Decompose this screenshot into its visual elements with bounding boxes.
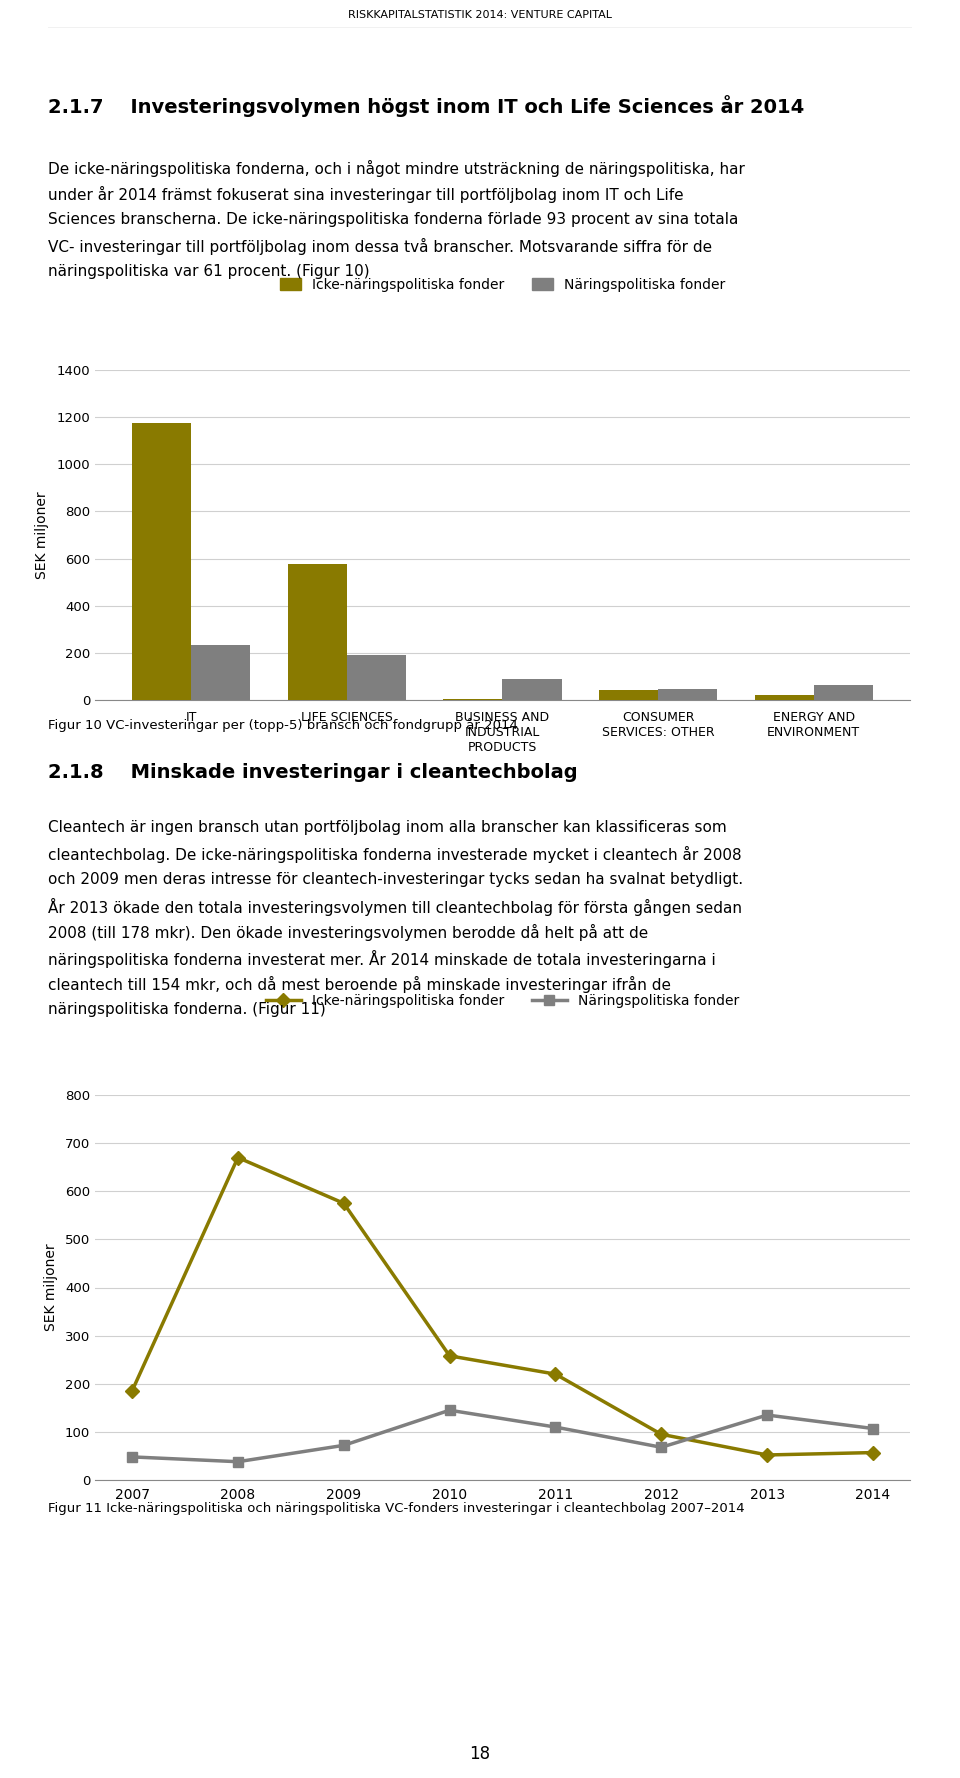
Text: 2.1.7    Investeringsvolymen högst inom IT och Life Sciences år 2014: 2.1.7 Investeringsvolymen högst inom IT … [48, 94, 804, 117]
Näringspolitiska fonder [761, 1405, 773, 1426]
Bar [191, 645, 251, 701]
Näringspolitiska fonder [127, 1446, 138, 1467]
Text: VC- investeringar till portföljbolag inom dessa två branscher. Motsvarande siffr: VC- investeringar till portföljbolag ino… [48, 238, 712, 254]
Bar [814, 685, 873, 701]
Legend: Icke-näringspolitiska fonder, Näringspolitiska fonder: Icke-näringspolitiska fonder, Näringspol… [266, 994, 739, 1008]
Text: näringspolitiska var 61 procent. (Figur 10): näringspolitiska var 61 procent. (Figur … [48, 263, 370, 279]
Bar [755, 695, 814, 701]
Text: och 2009 men deras intresse för cleantech-investeringar tycks sedan ha svalnat b: och 2009 men deras intresse för cleantec… [48, 871, 743, 887]
Icke-näringspolitiska fonder [761, 1444, 773, 1465]
Icke-näringspolitiska fonder [338, 1193, 349, 1214]
Bar [347, 656, 406, 701]
Text: cleantech till 154 mkr, och då mest beroende på minskade investeringar ifrån de: cleantech till 154 mkr, och då mest bero… [48, 976, 671, 994]
Icke-näringspolitiska fonder [550, 1364, 562, 1385]
Line: Icke-näringspolitiska fonder: Icke-näringspolitiska fonder [127, 1152, 877, 1460]
Y-axis label: SEK miljoner: SEK miljoner [44, 1243, 58, 1332]
Icke-näringspolitiska fonder [444, 1346, 455, 1367]
Line: Näringspolitiska fonder: Näringspolitiska fonder [127, 1405, 877, 1467]
Text: under år 2014 främst fokuserat sina investeringar till portföljbolag inom IT och: under år 2014 främst fokuserat sina inve… [48, 187, 684, 203]
Bar [132, 423, 191, 701]
Icke-näringspolitiska fonder [127, 1380, 138, 1401]
Bar [659, 688, 717, 701]
Legend: Icke-näringspolitiska fonder, Näringspolitiska fonder: Icke-näringspolitiska fonder, Näringspol… [280, 277, 725, 292]
Bar [288, 564, 347, 701]
Icke-näringspolitiska fonder [867, 1442, 878, 1463]
Icke-näringspolitiska fonder [656, 1424, 667, 1446]
Text: Sciences branscherna. De icke-näringspolitiska fonderna förlade 93 procent av si: Sciences branscherna. De icke-näringspol… [48, 212, 738, 228]
Näringspolitiska fonder [232, 1451, 244, 1472]
Näringspolitiska fonder [656, 1437, 667, 1458]
Text: 2008 (till 178 mkr). Den ökade investeringsvolymen berodde då helt på att de: 2008 (till 178 mkr). Den ökade investeri… [48, 925, 648, 941]
Text: RISKKAPITALSTATISTIK 2014: VENTURE CAPITAL: RISKKAPITALSTATISTIK 2014: VENTURE CAPIT… [348, 11, 612, 20]
Text: näringspolitiska fonderna. (Figur 11): näringspolitiska fonderna. (Figur 11) [48, 1003, 325, 1017]
Näringspolitiska fonder [444, 1399, 455, 1421]
Icke-näringspolitiska fonder [232, 1147, 244, 1168]
Text: 18: 18 [469, 1744, 491, 1764]
Text: näringspolitiska fonderna investerat mer. År 2014 minskade de totala investering: näringspolitiska fonderna investerat mer… [48, 949, 716, 967]
Y-axis label: SEK miljoner: SEK miljoner [36, 491, 50, 580]
Text: 2.1.8    Minskade investeringar i cleantechbolag: 2.1.8 Minskade investeringar i cleantech… [48, 763, 578, 782]
Näringspolitiska fonder [338, 1435, 349, 1456]
Text: År 2013 ökade den totala investeringsvolymen till cleantechbolag för första gång: År 2013 ökade den totala investeringsvol… [48, 898, 742, 916]
Bar [599, 690, 659, 701]
Text: Cleantech är ingen bransch utan portföljbolag inom alla branscher kan klassifice: Cleantech är ingen bransch utan portfölj… [48, 820, 727, 836]
Näringspolitiska fonder [550, 1417, 562, 1438]
Text: De icke-näringspolitiska fonderna, och i något mindre utsträckning de näringspol: De icke-näringspolitiska fonderna, och i… [48, 160, 745, 178]
Text: Figur 11 Icke-näringspolitiska och näringspolitiska VC-fonders investeringar i c: Figur 11 Icke-näringspolitiska och närin… [48, 1502, 745, 1515]
Bar [502, 679, 562, 701]
Text: cleantechbolag. De icke-näringspolitiska fonderna investerade mycket i cleantech: cleantechbolag. De icke-näringspolitiska… [48, 846, 742, 862]
Näringspolitiska fonder [867, 1417, 878, 1438]
Text: Figur 10 VC-investeringar per (topp-5) bransch och fondgrupp år 2014: Figur 10 VC-investeringar per (topp-5) b… [48, 718, 517, 733]
